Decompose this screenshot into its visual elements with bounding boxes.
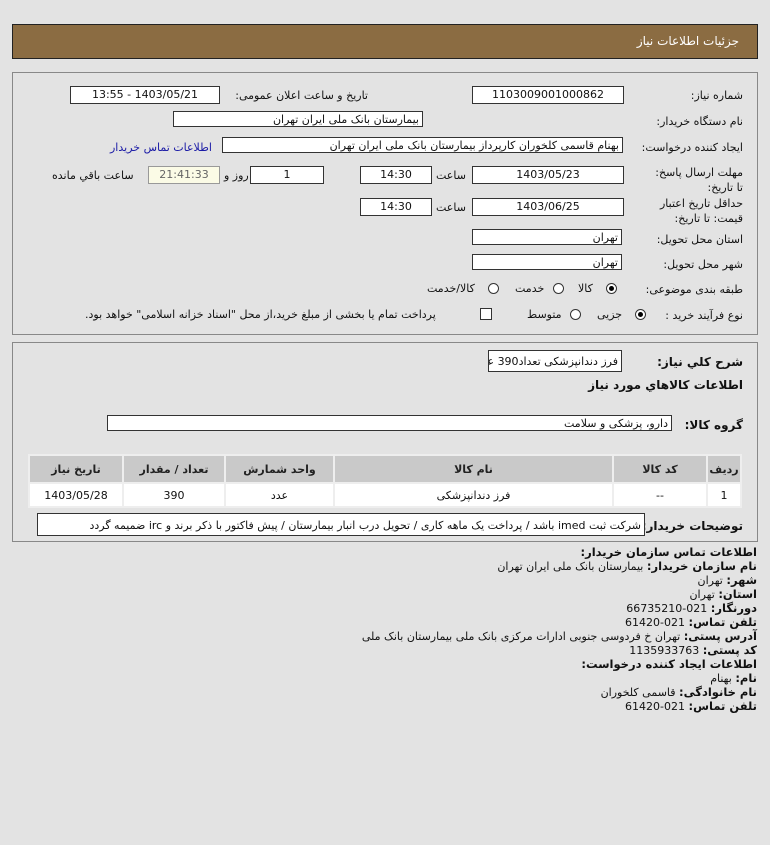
col-header: تعداد / مقدار	[122, 454, 226, 484]
address-value: تهران خ فردوسی جنوبی ادارات مرکزی بانک م…	[361, 630, 681, 643]
process-medium-label: متوسط	[527, 308, 562, 321]
buyer-contact-link[interactable]: اطلاعات تماس خریدار	[110, 141, 212, 154]
deadline-label: مهلت ارسال پاسخ: تا تاریخ:	[655, 166, 743, 194]
time-remaining-field: 21:41:33	[148, 166, 220, 184]
cell: فرز دندانپزشکی	[333, 482, 614, 508]
validity-time-field: 14:30	[360, 198, 432, 216]
col-header: نام کالا	[333, 454, 614, 484]
summary-label: شرح كلي نياز:	[657, 355, 743, 369]
process-radio-medium[interactable]	[570, 309, 581, 320]
creator-phone-value: 021-61420	[625, 700, 686, 713]
process-radio-minor[interactable]	[635, 309, 646, 320]
page-title: جزئيات اطلاعات نياز	[636, 34, 739, 48]
process-minor-label: جزیی	[597, 308, 623, 321]
city-field: تهران	[472, 254, 622, 270]
need-number-label: شماره نیاز:	[690, 89, 743, 102]
org-label: نام سازمان خریدار:	[646, 559, 757, 573]
category-goods-label: کالا	[578, 282, 593, 295]
city-value: تهران	[697, 574, 723, 587]
province-field: تهران	[472, 229, 622, 245]
category-both-label: کالا/خدمت	[427, 282, 475, 295]
fax-label: دورنگار:	[710, 601, 757, 615]
creator-phone-label: تلفن تماس:	[688, 699, 757, 713]
address-label: آدرس پستی:	[683, 629, 757, 643]
cell: 1403/05/28	[28, 482, 124, 508]
deadline-time-field: 14:30	[360, 166, 432, 184]
contact-title: اطلاعات تماس سازمان خریدار:	[580, 545, 757, 559]
page-header: جزئيات اطلاعات نياز	[12, 24, 758, 59]
category-radio-goods[interactable]	[606, 283, 617, 294]
creator-field: بهنام قاسمی کلخوران کارپرداز بیمارستان ب…	[222, 137, 623, 153]
cell: 390	[122, 482, 226, 508]
announce-label: تاریخ و ساعت اعلان عمومی:	[235, 89, 368, 102]
postal-value: 1135933763	[629, 644, 700, 657]
goods-section-title: اطلاعات كالاهاي مورد نياز	[588, 378, 743, 392]
col-header: کد کالا	[612, 454, 708, 484]
days-label: روز و	[224, 169, 249, 182]
notes-field: شرکت ثبت imed باشد / پرداخت یک ماهه کاری…	[37, 513, 645, 536]
category-radio-both[interactable]	[488, 283, 499, 294]
fax-value: 021-66735210	[626, 602, 708, 615]
process-label: نوع فرآیند خرید :	[665, 309, 743, 322]
days-remaining-field: 1	[250, 166, 324, 184]
creator-label: ایجاد کننده درخواست:	[641, 141, 743, 154]
need-number-field: 1103009001000862	[472, 86, 624, 104]
announce-field: 1403/05/21 - 13:55	[70, 86, 220, 104]
province-label: استان محل تحویل:	[656, 233, 743, 246]
province-label: استان:	[718, 587, 757, 601]
cell: عدد	[224, 482, 335, 508]
cell: 1	[706, 482, 742, 508]
cell: --	[612, 482, 708, 508]
group-label: گروه کالا:	[684, 418, 743, 432]
summary-field: فرز دندانپزشکی تعداد390 عدد	[488, 350, 622, 372]
postal-label: کد پستی:	[702, 643, 757, 657]
validity-time-label: ساعت	[436, 201, 466, 214]
goods-panel	[12, 342, 758, 542]
phone-label: تلفن تماس:	[688, 615, 757, 629]
table-row: 1 -- فرز دندانپزشکی عدد 390 1403/05/28	[28, 482, 742, 508]
group-field: دارو، پزشکی و سلامت	[107, 415, 672, 431]
buyer-org-field: بیمارستان بانک ملی ایران تهران	[173, 111, 423, 127]
province-value: تهران	[689, 588, 715, 601]
validity-label: حداقل تاریخ اعتبار قیمت: تا تاریخ:	[659, 197, 743, 225]
payment-note: پرداخت تمام یا بخشی از مبلغ خرید،از محل …	[85, 308, 436, 321]
buyer-org-label: نام دستگاه خریدار:	[656, 115, 743, 128]
col-header: واحد شمارش	[224, 454, 335, 484]
org-value: بیمارستان بانک ملی ایران تهران	[497, 560, 644, 573]
phone-value: 021-61420	[625, 616, 686, 629]
col-header: ردیف	[706, 454, 742, 484]
notes-label: توضیحات خریدار:	[641, 519, 743, 533]
category-service-label: خدمت	[515, 282, 545, 295]
validity-date-field: 1403/06/25	[472, 198, 624, 216]
name-value: بهنام	[710, 672, 732, 685]
deadline-date-field: 1403/05/23	[472, 166, 624, 184]
city-label: شهر:	[726, 573, 757, 587]
goods-table: ردیف کد کالا نام کالا واحد شمارش تعداد /…	[28, 454, 742, 508]
creator-title: اطلاعات ایجاد کننده درخواست:	[581, 657, 757, 671]
family-label: نام خانوادگی:	[679, 685, 757, 699]
name-label: نام:	[735, 671, 757, 685]
remaining-label: ساعت باقي مانده	[52, 169, 134, 182]
treasury-payment-checkbox[interactable]	[480, 308, 492, 320]
family-value: قاسمی کلخوران	[600, 686, 676, 699]
category-radio-service[interactable]	[553, 283, 564, 294]
category-label: طبقه بندی موضوعی:	[645, 283, 743, 296]
col-header: تاریخ نیاز	[28, 454, 124, 484]
deadline-time-label: ساعت	[436, 169, 466, 182]
city-label: شهر محل تحویل:	[663, 258, 743, 271]
